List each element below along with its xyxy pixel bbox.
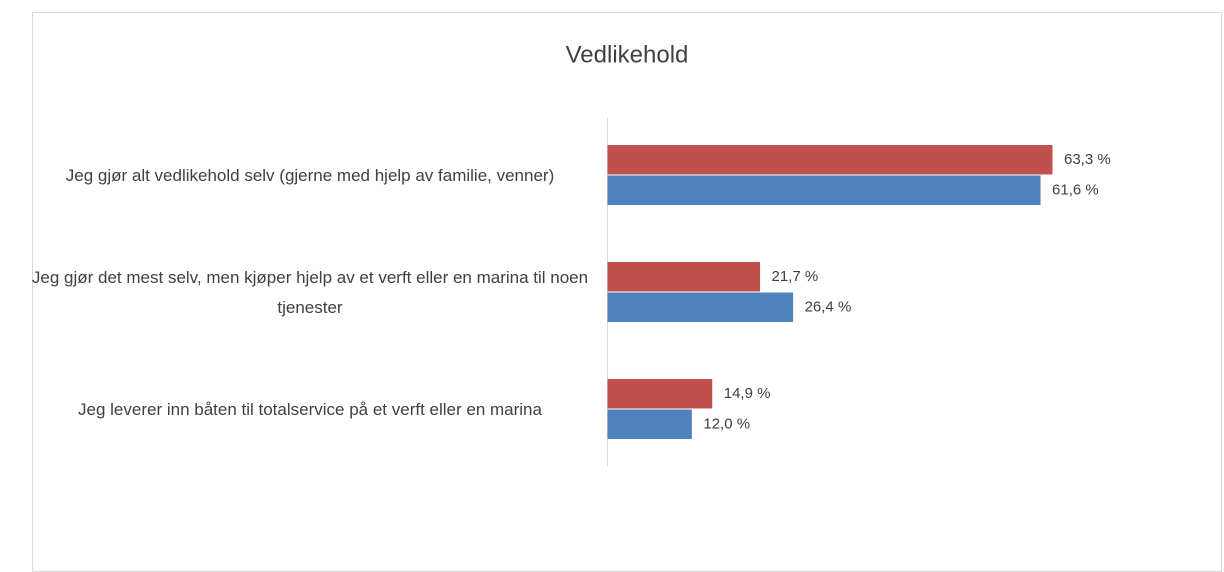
category-label: Jeg gjør det mest selv, men kjøper hjelp… xyxy=(31,267,589,317)
chart-title: Vedlikehold xyxy=(566,41,689,68)
category-label: Jeg leverer inn båten til totalservice p… xyxy=(78,399,542,419)
bar xyxy=(607,145,1053,175)
bar xyxy=(607,292,794,322)
data-label: 61,6 % xyxy=(1052,182,1099,199)
bar xyxy=(607,262,761,292)
category-label: Jeg gjør alt vedlikehold selv (gjerne me… xyxy=(65,165,555,185)
data-label: 26,4 % xyxy=(805,299,852,316)
data-label: 14,9 % xyxy=(724,385,771,402)
data-label: 21,7 % xyxy=(772,268,819,285)
bar xyxy=(607,175,1041,205)
data-label: 12,0 % xyxy=(703,416,750,433)
bar xyxy=(607,379,713,409)
data-label: 63,3 % xyxy=(1064,151,1111,168)
bar xyxy=(607,409,692,439)
